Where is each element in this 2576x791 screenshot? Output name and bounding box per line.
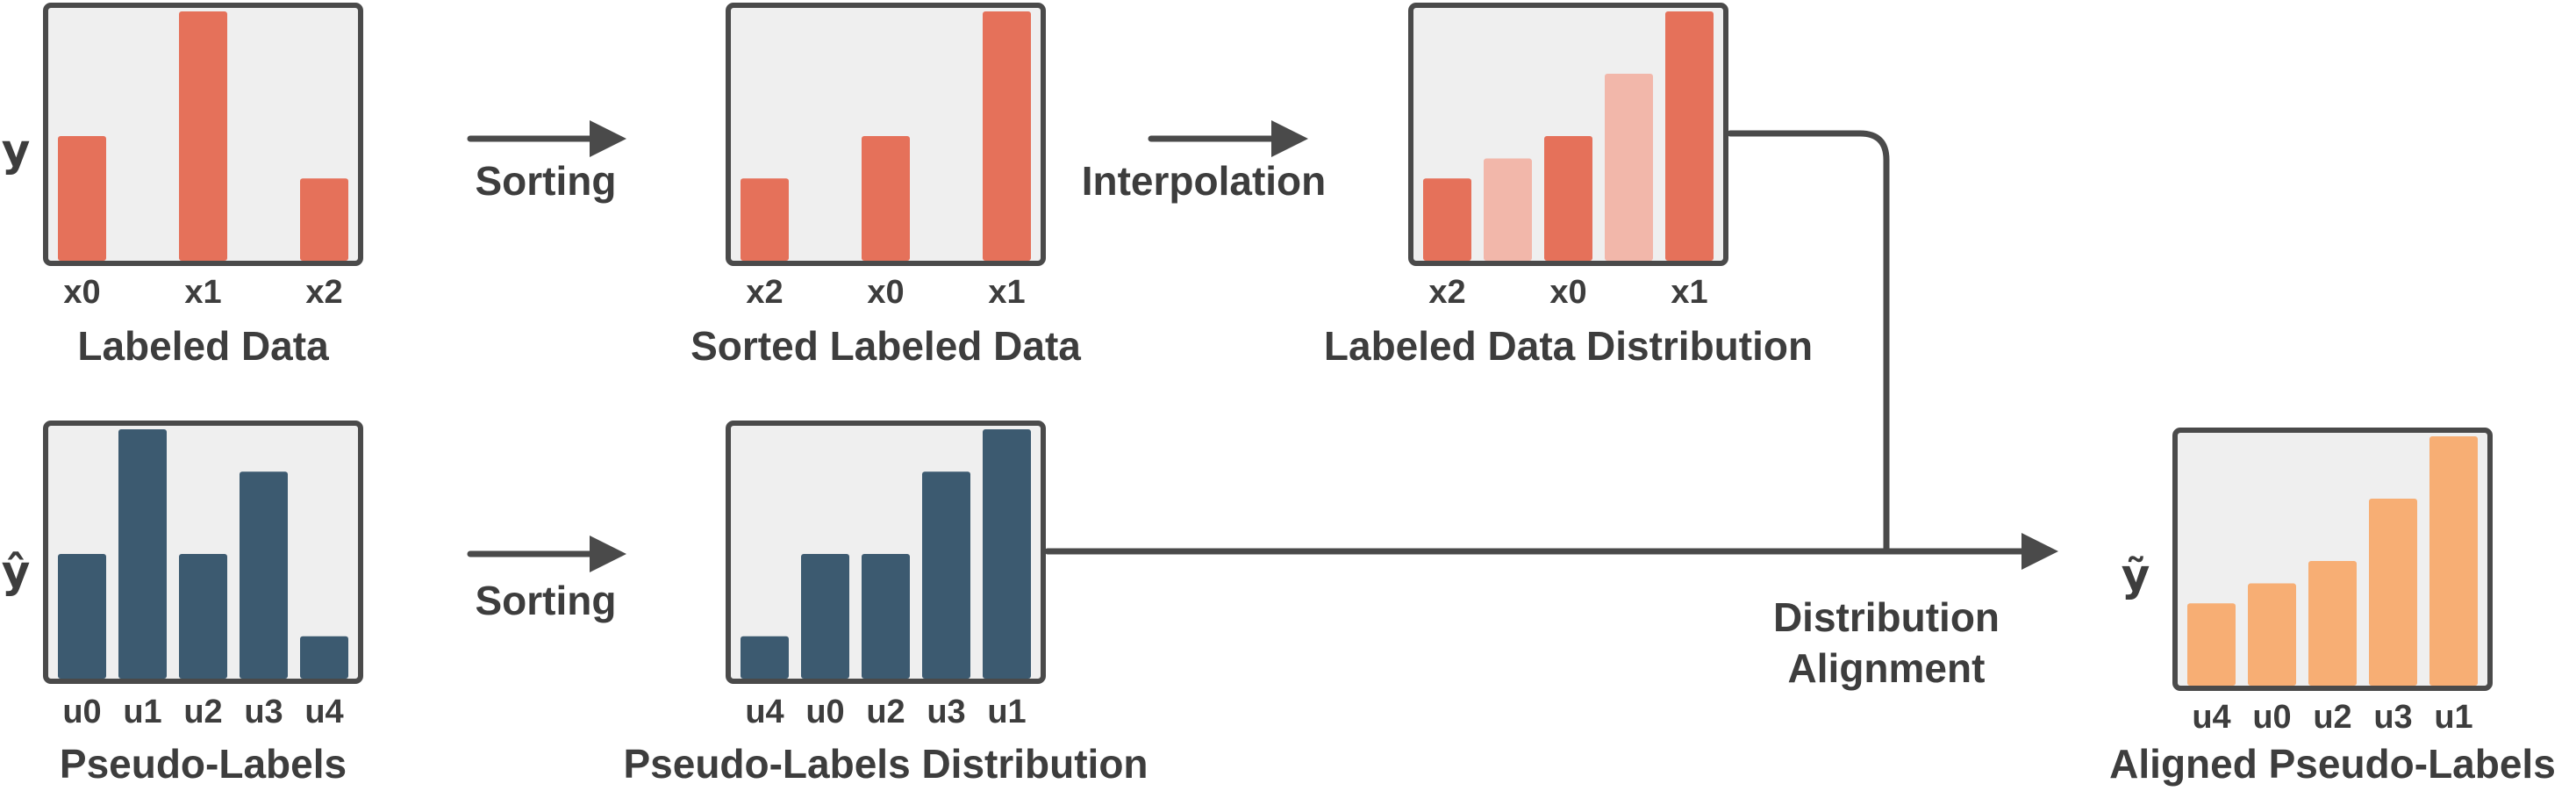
bar	[2248, 583, 2296, 686]
panel-sorted-labeled-data: x2 x0 x1 Sorted Labeled Data	[691, 3, 1081, 369]
tick-label: u2	[183, 694, 222, 730]
bar	[240, 471, 288, 679]
tick-label: u3	[2373, 699, 2412, 736]
bar	[179, 11, 227, 261]
tick-label: x2	[305, 274, 342, 311]
bar	[2429, 436, 2478, 686]
interpolated-bar	[1605, 74, 1653, 261]
chart-title: Sorted Labeled Data	[691, 323, 1081, 369]
bar	[862, 554, 910, 679]
tick-label: u2	[866, 694, 905, 730]
bar	[983, 429, 1031, 679]
bar	[1423, 178, 1471, 261]
tick-label: u4	[745, 694, 784, 730]
chart-title: Aligned Pseudo-Labels	[2109, 741, 2556, 787]
tick-label: x0	[1549, 274, 1586, 311]
tick-label: x1	[184, 274, 221, 311]
tick-label: u1	[987, 694, 1026, 730]
tick-label: u0	[2252, 699, 2291, 736]
sorting-label-bottom: Sorting	[476, 578, 617, 623]
tick-label: x0	[63, 274, 100, 311]
bar	[862, 136, 910, 261]
axis-label-y-tilde: ỹ	[2122, 550, 2150, 600]
tick-label: u4	[2192, 699, 2230, 736]
bar	[58, 554, 106, 679]
bar	[179, 554, 227, 679]
alignment-label-line1: Distribution	[1773, 594, 2000, 640]
panel-labeled-data-distribution: x2 x0 x1 Labeled Data Distribution	[1324, 3, 1813, 369]
alignment-label-line2: Alignment	[1788, 645, 1986, 691]
tick-label: u4	[304, 694, 343, 730]
panel-pseudo-labels-distribution: u4 u0 u2 u3 u1 Pseudo-Labels Distribution	[623, 421, 1148, 787]
tick-label: x1	[988, 274, 1025, 311]
tick-label: x2	[1428, 274, 1465, 311]
tick-label: x0	[867, 274, 904, 311]
sorting-label-top: Sorting	[476, 158, 617, 204]
bar	[2187, 603, 2236, 686]
chart-title: Pseudo-Labels Distribution	[623, 741, 1148, 787]
panel-aligned-pseudo-labels: u4 u0 u2 u3 u1 Aligned Pseudo-Labels	[2109, 428, 2556, 787]
distribution-connector	[1727, 130, 1890, 555]
bar	[2308, 561, 2357, 686]
bar	[1544, 136, 1592, 261]
bar	[2369, 499, 2417, 686]
tick-label: u0	[805, 694, 844, 730]
interpolated-bar	[1484, 158, 1532, 261]
chart-title: Pseudo-Labels	[60, 741, 347, 787]
chart-title: Labeled Data Distribution	[1324, 323, 1813, 369]
bar	[741, 636, 789, 679]
axis-label-y-hat: ŷ	[2, 546, 31, 597]
chart-title: Labeled Data	[77, 323, 329, 369]
tick-label: u1	[123, 694, 161, 730]
bar	[300, 636, 348, 679]
bar	[118, 429, 167, 679]
bar	[983, 11, 1031, 261]
chart-frame	[726, 3, 1046, 266]
bar	[1665, 11, 1714, 261]
tick-label: x1	[1671, 274, 1707, 311]
bar	[58, 136, 106, 261]
bar	[300, 178, 348, 261]
tick-label: u2	[2313, 699, 2351, 736]
bar	[922, 471, 970, 679]
axis-label-y: y	[2, 125, 31, 176]
panel-labeled-data: x0 x1 x2 Labeled Data	[43, 3, 363, 369]
tick-label: u3	[927, 694, 965, 730]
bar	[801, 554, 849, 679]
panel-pseudo-labels: u0 u1 u2 u3 u4 Pseudo-Labels	[43, 421, 363, 787]
tick-label: u0	[62, 694, 101, 730]
tick-label: u1	[2434, 699, 2472, 736]
bar	[741, 178, 789, 261]
tick-label: x2	[746, 274, 783, 311]
interpolation-label: Interpolation	[1082, 158, 1327, 204]
tick-label: u3	[244, 694, 283, 730]
